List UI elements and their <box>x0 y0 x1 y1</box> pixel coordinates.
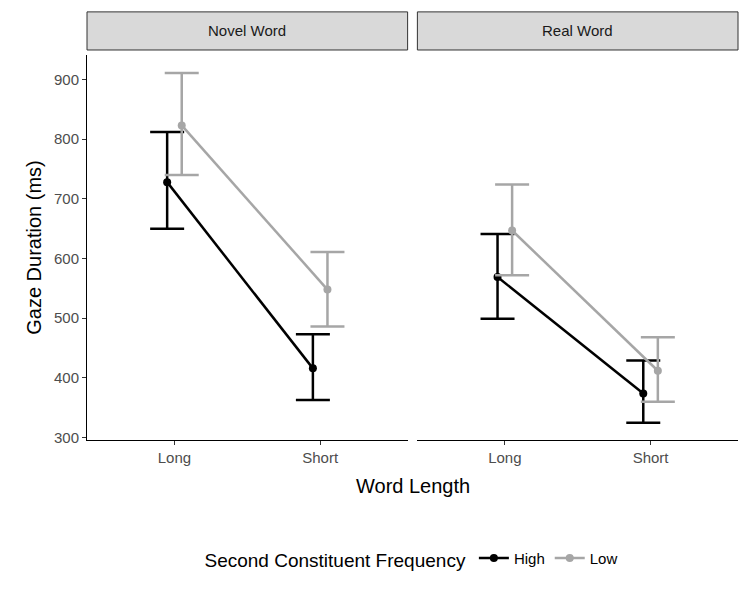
svg-text:Short: Short <box>302 449 339 466</box>
svg-text:800: 800 <box>54 130 79 147</box>
svg-text:400: 400 <box>54 369 79 386</box>
svg-text:Novel Word: Novel Word <box>208 22 286 39</box>
svg-text:500: 500 <box>54 309 79 326</box>
svg-text:High: High <box>514 550 545 567</box>
svg-text:700: 700 <box>54 190 79 207</box>
svg-text:300: 300 <box>54 429 79 446</box>
svg-text:Long: Long <box>158 449 191 466</box>
svg-text:Real Word: Real Word <box>542 22 613 39</box>
svg-text:Word Length: Word Length <box>356 475 470 497</box>
svg-text:900: 900 <box>54 71 79 88</box>
svg-text:Low: Low <box>590 550 618 567</box>
svg-text:Gaze Duration (ms): Gaze Duration (ms) <box>23 160 45 335</box>
svg-text:Short: Short <box>633 449 670 466</box>
svg-text:Long: Long <box>488 449 521 466</box>
svg-text:Second Constituent Frequency: Second Constituent Frequency <box>205 550 466 571</box>
svg-text:600: 600 <box>54 250 79 267</box>
